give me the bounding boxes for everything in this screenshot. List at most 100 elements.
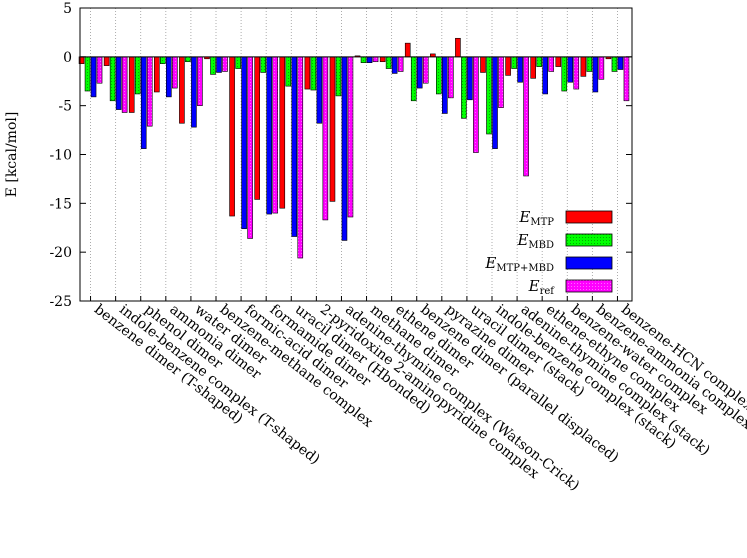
legend-label: EMTP	[518, 208, 554, 228]
bar	[385, 56, 392, 69]
bar	[523, 56, 529, 177]
bar	[90, 56, 97, 98]
bar	[548, 56, 554, 72]
grid-lines	[90, 8, 618, 301]
bar	[272, 56, 278, 214]
bar	[567, 56, 574, 83]
bar	[304, 56, 311, 90]
bar	[492, 56, 498, 149]
bar	[241, 56, 247, 230]
bar	[335, 56, 342, 97]
bar	[473, 56, 479, 153]
bar	[416, 56, 423, 89]
bar	[185, 56, 191, 63]
legend: EMTP EMBD EMTP+MBD Eref	[484, 208, 613, 297]
y-tick-label: -5	[58, 99, 72, 115]
bar	[179, 56, 185, 124]
bar	[372, 56, 379, 63]
bar	[297, 56, 304, 259]
bar	[172, 56, 178, 89]
bar	[391, 56, 398, 74]
legend-swatch	[565, 233, 613, 247]
bar	[410, 56, 417, 102]
bar	[191, 56, 197, 128]
bar	[486, 56, 492, 135]
bar	[222, 56, 228, 72]
bar	[235, 56, 241, 69]
bar	[134, 56, 141, 95]
bar	[216, 56, 222, 73]
bar	[436, 56, 442, 95]
bar	[291, 56, 298, 237]
bars	[78, 37, 630, 259]
legend-label: Eref	[528, 277, 556, 297]
bar	[480, 56, 486, 73]
bar	[103, 56, 110, 66]
legend-swatch	[565, 256, 613, 270]
bar	[598, 56, 605, 80]
bar	[498, 56, 504, 108]
plot-frame	[79, 7, 633, 302]
bar	[536, 56, 542, 67]
bar	[542, 56, 548, 95]
y-tick-label: -20	[49, 245, 72, 261]
bar	[121, 56, 128, 113]
bar	[128, 56, 135, 113]
bar	[404, 42, 411, 58]
bar	[115, 56, 122, 110]
bar	[247, 56, 253, 239]
bar	[360, 56, 367, 63]
bar	[573, 56, 580, 90]
bar	[561, 56, 568, 92]
y-axis-label: E [kcal/mol]	[4, 112, 20, 198]
bar	[140, 56, 147, 149]
bar	[592, 56, 599, 93]
bar	[611, 56, 618, 72]
bar	[397, 56, 404, 72]
y-axis: 5 0 -5 -10 -15 -20 -25	[49, 1, 632, 310]
bar	[146, 56, 153, 127]
bar	[580, 56, 587, 77]
bar	[530, 56, 536, 79]
bar	[511, 56, 517, 69]
bar	[254, 56, 260, 200]
bar	[517, 56, 523, 83]
bar	[322, 56, 329, 221]
bar	[84, 56, 91, 92]
bar	[197, 56, 203, 106]
y-tick-label: -15	[49, 196, 72, 212]
bar	[347, 56, 354, 218]
bar	[623, 56, 630, 102]
bar	[316, 56, 323, 124]
y-tick-label: 0	[63, 50, 72, 66]
bar	[366, 56, 373, 63]
legend-label: EMBD	[516, 231, 554, 251]
y-tick-label: -10	[49, 148, 72, 164]
bar	[160, 56, 166, 64]
bar	[329, 56, 336, 202]
bar	[505, 56, 511, 76]
bar	[442, 56, 448, 114]
bar	[154, 56, 160, 93]
bar	[310, 56, 317, 91]
legend-swatch	[565, 279, 613, 293]
bar	[96, 56, 103, 84]
bar	[260, 56, 266, 73]
legend-label: EMTP+MBD	[484, 254, 554, 274]
bar	[448, 56, 454, 99]
bar	[586, 56, 593, 72]
bar	[229, 56, 235, 217]
bar	[210, 56, 216, 75]
bar	[555, 56, 562, 67]
bar	[279, 56, 286, 209]
bar	[617, 56, 624, 70]
bar	[109, 56, 116, 102]
bar	[266, 56, 272, 215]
bar	[455, 37, 461, 58]
bar	[341, 56, 348, 241]
x-axis-labels: benzene dimer (T-shaped)indole-benzene c…	[91, 302, 747, 495]
legend-swatch	[565, 210, 613, 224]
bar	[285, 56, 292, 87]
y-tick-label: -25	[49, 294, 72, 310]
